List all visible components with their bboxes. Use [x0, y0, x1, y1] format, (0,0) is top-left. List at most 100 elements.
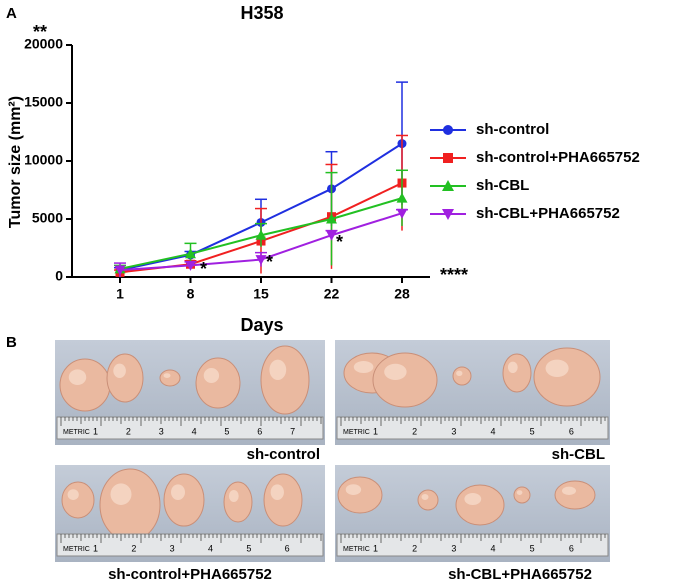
chart-title: H358 [240, 3, 283, 23]
photo: METRIC 1 2 3 4 5 6 sh-CBL+PHA665752 [335, 465, 610, 583]
tumor-highlight [384, 363, 407, 380]
legend-label: sh-control [476, 121, 549, 138]
x-tick-label: 22 [324, 286, 340, 302]
ruler [56, 416, 324, 440]
tumor-highlight [421, 494, 429, 500]
series: sh-CBL+PHA665752 [114, 205, 620, 277]
photo: METRIC 1 2 3 4 5 6 7 sh-control [55, 340, 325, 463]
point [326, 213, 337, 224]
tumor [106, 353, 144, 403]
tumor [417, 489, 439, 511]
tumor-highlight [507, 361, 518, 373]
tumor [61, 481, 95, 519]
tumor-highlight [203, 368, 220, 383]
annotation: **** [440, 265, 468, 285]
photo: METRIC 1 2 3 4 5 6 sh-control+PHA665752 [55, 465, 325, 583]
ruler-label: 6 [569, 543, 574, 553]
x-axis-label: Days [240, 315, 283, 335]
ruler-label: 1 [93, 426, 98, 436]
x-tick-label: 1 [116, 286, 124, 302]
point [396, 192, 408, 203]
ruler [336, 533, 609, 557]
panel-label: B [6, 334, 17, 351]
y-tick-label: 10000 [24, 152, 63, 168]
point [255, 229, 267, 240]
ruler-label: 4 [192, 426, 197, 436]
ruler-label: METRIC [343, 429, 370, 436]
tumor [502, 353, 532, 393]
tumor-highlight [345, 484, 362, 495]
tumor-highlight [269, 359, 287, 380]
y-axis-label: Tumor size (mm²) [7, 96, 24, 228]
ruler-label: 3 [159, 426, 164, 436]
tumor-highlight [545, 359, 569, 377]
point [114, 265, 126, 276]
y-tick-label: 5000 [32, 210, 63, 226]
x-tick-label: 15 [253, 286, 269, 302]
photo-caption: sh-control [247, 446, 320, 463]
photo: METRIC 1 2 3 4 5 6 sh-CBL [335, 340, 610, 463]
ruler-label: 1 [373, 426, 378, 436]
ruler-label: 2 [131, 543, 136, 553]
ruler-label: 5 [530, 426, 535, 436]
series: sh-CBL [114, 169, 529, 274]
tumor [223, 481, 253, 523]
tumor-highlight [516, 490, 523, 495]
y-tick-label: 20000 [24, 36, 63, 52]
ruler-label: 3 [451, 426, 456, 436]
tumor [372, 352, 438, 408]
tumor-highlight [113, 363, 126, 378]
ruler-label: 1 [93, 543, 98, 553]
ruler [336, 416, 609, 440]
annotation: * [336, 232, 343, 252]
tumor [263, 473, 303, 527]
tumor-highlight [562, 486, 576, 495]
tumor [513, 486, 531, 504]
annotation: * [200, 259, 207, 279]
tumor [195, 357, 241, 409]
legend-label: sh-CBL+PHA665752 [476, 205, 620, 222]
y-tick-label: 15000 [24, 94, 63, 110]
y-tick-label: 0 [55, 268, 63, 284]
annotation: ** [33, 22, 47, 42]
point [255, 255, 267, 266]
x-tick-label: 28 [394, 286, 410, 302]
point [185, 260, 196, 271]
photo-caption: sh-CBL [552, 446, 605, 463]
legend-label: sh-control+PHA665752 [476, 149, 640, 166]
tumor-highlight [228, 490, 239, 502]
ruler-label: 2 [412, 543, 417, 553]
ruler-label: 5 [530, 543, 535, 553]
tumor [59, 358, 111, 412]
ruler-label: 3 [451, 543, 456, 553]
ruler-label: 4 [491, 543, 496, 553]
photo-caption: sh-CBL+PHA665752 [448, 566, 592, 583]
tumor-highlight [270, 484, 284, 501]
tumor-highlight [68, 369, 87, 386]
tumor [159, 369, 181, 387]
tumor-highlight [163, 373, 171, 378]
ruler-label: 4 [208, 543, 213, 553]
point [326, 230, 337, 241]
tumor [455, 484, 505, 526]
legend-label: sh-CBL [476, 177, 529, 194]
panel-label: A [6, 5, 17, 22]
tumor-highlight [110, 483, 132, 506]
tumor-highlight [171, 484, 185, 501]
tumor [99, 468, 161, 542]
ruler-label: METRIC [343, 546, 370, 553]
annotation: * [266, 252, 273, 272]
ruler-label: 6 [569, 426, 574, 436]
tumor [260, 345, 310, 415]
tumor-highlight [464, 493, 482, 505]
tumor [533, 347, 601, 407]
ruler-label: 7 [290, 426, 295, 436]
photo-caption: sh-control+PHA665752 [108, 566, 272, 583]
ruler-label: METRIC [63, 546, 90, 553]
ruler-label: 4 [491, 426, 496, 436]
tumor [337, 476, 383, 514]
tumor-highlight [456, 370, 463, 376]
ruler-label: 5 [246, 543, 251, 553]
ruler-label: 3 [170, 543, 175, 553]
ruler-label: METRIC [63, 429, 90, 436]
